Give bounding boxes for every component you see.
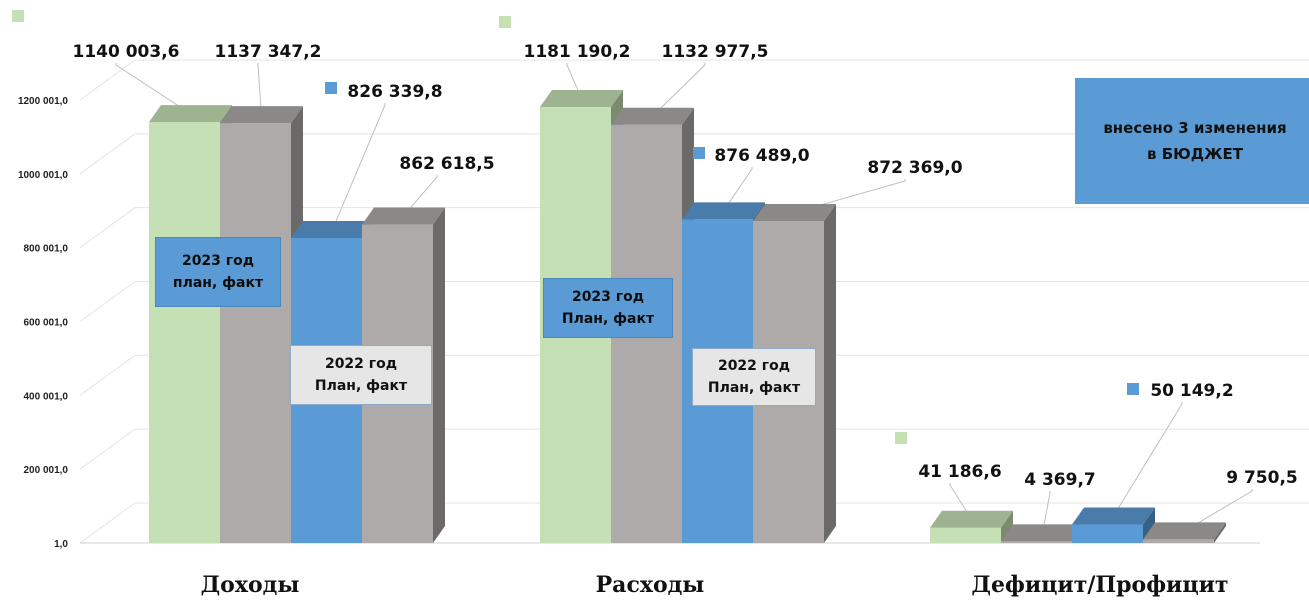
leader-line [115, 63, 191, 115]
bar-top [1001, 524, 1084, 542]
annotation-2023-expenses: 2023 год План, факт [543, 278, 673, 338]
annotation-2022-expenses: 2022 год План, факт [692, 348, 816, 406]
bar-top [362, 207, 445, 225]
grid-diag [79, 59, 136, 101]
leader-line [723, 167, 753, 212]
bar-side [1214, 522, 1226, 543]
bar-top [149, 105, 232, 123]
leader-line [1184, 489, 1253, 532]
bar-side [1143, 507, 1155, 543]
leader-line [949, 483, 972, 520]
value-label: 876 489,0 [714, 146, 809, 166]
bar [1001, 524, 1084, 543]
value-label: 1137 347,2 [214, 42, 321, 62]
bar-top [611, 107, 694, 125]
bar-top [753, 203, 836, 221]
y-tick-label: 1200 001,0 [18, 96, 68, 107]
leader-line [403, 175, 438, 217]
leader-line [794, 179, 906, 213]
bar-side [824, 203, 836, 544]
legend-marker [895, 432, 907, 444]
grid-diag [79, 502, 136, 544]
leader-line [332, 103, 386, 230]
grid-diag [79, 133, 136, 175]
y-tick-label: 1,0 [54, 539, 68, 550]
bar-front [930, 527, 1001, 543]
value-label: 872 369,0 [867, 158, 962, 178]
bar-top [1143, 522, 1226, 540]
leader-line [1113, 402, 1183, 517]
value-label: 9 750,5 [1226, 468, 1298, 488]
y-axis: 1,0 200 001,0 400 001,0 600 001,0 800 001,0 1… [18, 96, 68, 550]
bar [1143, 522, 1226, 543]
bar [1072, 507, 1155, 543]
legend-marker [499, 16, 511, 28]
leader-line [652, 63, 706, 117]
value-label: 1140 003,6 [72, 42, 179, 62]
annotation-2022-income: 2022 год План, факт [290, 345, 432, 405]
bar-front [1072, 524, 1143, 543]
y-tick-label: 200 001,0 [24, 465, 69, 476]
y-tick-label: 600 001,0 [24, 318, 69, 329]
bar [930, 510, 1013, 543]
y-tick-label: 800 001,0 [24, 244, 69, 255]
bar-top [540, 89, 623, 107]
bar [220, 106, 303, 543]
category-labels: Доходы Расходы Дефицит/Профицит [201, 572, 1229, 598]
bar-side [1001, 510, 1013, 543]
annotation-2023-income: 2023 год план, факт [155, 237, 281, 307]
leader-lines [115, 63, 1253, 533]
legend-marker [693, 147, 705, 159]
leader-line [1042, 491, 1051, 533]
bar-front [220, 123, 291, 543]
grid-diag [79, 281, 136, 322]
budget-changes-note: внесено 3 изменения в БЮДЖЕТ [1075, 78, 1309, 204]
bar-top [1072, 507, 1155, 525]
legend-marker [12, 10, 24, 22]
bar-top [220, 106, 303, 124]
bar-front [1001, 541, 1072, 543]
value-label: 826 339,8 [347, 82, 442, 102]
leader-line [257, 63, 262, 115]
leader-line [566, 63, 582, 99]
legend-marker [1127, 383, 1139, 395]
y-tick-label: 400 001,0 [24, 391, 69, 402]
bar-front [149, 122, 220, 543]
category-label: Расходы [596, 572, 705, 598]
bar-top [930, 510, 1013, 528]
bar [149, 105, 232, 543]
category-label: Доходы [201, 572, 300, 598]
grid-diag [79, 428, 136, 470]
grid-diag [79, 207, 136, 249]
category-label: Дефицит/Профицит [971, 572, 1228, 598]
value-label: 862 618,5 [399, 154, 494, 174]
value-label: 41 186,6 [918, 462, 1001, 482]
y-tick-label: 1000 001,0 [18, 170, 68, 181]
bar-side [433, 207, 445, 544]
value-label: 1181 190,2 [523, 42, 630, 62]
bar-top [682, 202, 765, 220]
value-labels: 1140 003,6 1137 347,2 826 339,8 862 618,5 11… [72, 42, 1297, 490]
legend-marker [325, 82, 337, 94]
value-label: 4 369,7 [1024, 470, 1096, 490]
legend-markers [12, 10, 1139, 444]
grid-diag [79, 354, 136, 396]
bar-front [1143, 539, 1214, 543]
bar-top [291, 220, 374, 238]
value-label: 1132 977,5 [661, 42, 768, 62]
value-label: 50 149,2 [1150, 381, 1233, 401]
